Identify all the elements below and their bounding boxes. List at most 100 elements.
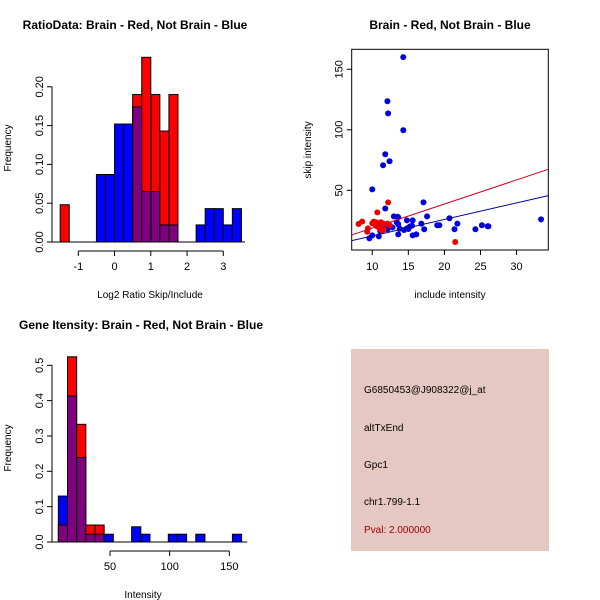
probe-id: G6850453@J908322@j_at (364, 385, 486, 396)
scatter-point-red (374, 209, 381, 216)
ratio-hist-bar-blue (213, 208, 224, 243)
scatter-point-blue (421, 226, 428, 233)
ratio-hist-bar-overlap (150, 191, 161, 243)
scatter-ylabel: skip intensity (303, 121, 314, 178)
ratio-hist-bar-blue (95, 173, 106, 243)
scatter-point-blue (451, 226, 458, 233)
ratio-hist-x-tick-label: 0 (111, 261, 117, 273)
ratio-hist-y-tick-label: 0.05 (34, 192, 46, 213)
intensity-hist-xlabel: Intensity (124, 590, 161, 600)
scatter-title: Brain - Red, Not Brain - Blue (369, 18, 531, 32)
intensity-hist-y-tick-label: 0.1 (34, 499, 46, 514)
intensity-hist-bar-blue (176, 533, 188, 543)
ratio-hist-bar-blue (195, 224, 206, 243)
ratio-hist-bar-overlap (141, 191, 152, 243)
regression-line-blue (351, 195, 549, 242)
ratio-hist-bar-red (168, 94, 179, 243)
scatter-point-blue (424, 213, 431, 220)
scatter-point-blue (454, 220, 461, 227)
intensity-hist-y-tick-label: 0.4 (34, 393, 46, 408)
location: chr1.799-1.1 (364, 497, 421, 508)
ratio-hist-title: RatioData: Brain - Red, Not Brain - Blue (23, 18, 248, 32)
scatter-x-tick-label: 25 (474, 261, 486, 273)
event-type: altTxEnd (364, 423, 404, 434)
intensity-hist-bar-blue (140, 533, 151, 543)
scatter-point-blue (380, 162, 387, 169)
intensity-hist-x-tick-label: 100 (160, 561, 178, 573)
intensity-hist-bar-blue (167, 533, 178, 543)
scatter-point-blue (382, 205, 389, 212)
intensity-hist-bar-overlap (85, 533, 96, 543)
ratio-hist-x-tick-label: 2 (184, 261, 190, 273)
intensity-hist-y-tick-label: 0.5 (34, 358, 46, 373)
intensity-hist-bar-blue (103, 533, 114, 543)
scatter-point-blue (478, 222, 485, 229)
intensity-hist-title: Gene Itensity: Brain - Red, Not Brain - … (19, 318, 263, 332)
scatter-point-blue (420, 199, 427, 206)
ratio-hist-bar-blue (104, 173, 116, 243)
scatter-point-red (359, 218, 366, 225)
intensity-hist-y-tick-label: 0.0 (34, 534, 46, 549)
scatter-point-blue (400, 127, 407, 134)
ratio-hist-bar-overlap (132, 106, 143, 243)
ratio-hist-y-tick-label: 0.10 (34, 154, 46, 175)
ratio-hist-bar-blue (222, 224, 233, 243)
ratio-hist-bar-overlap (159, 224, 170, 243)
intensity-hist-bar-overlap (67, 395, 78, 543)
ratio-hist-x-tick-label: 1 (148, 261, 154, 273)
intensity-hist-bar-blue (231, 533, 243, 543)
ratio-hist-bar-blue (123, 123, 134, 243)
intensity-hist-bar-blue (195, 533, 206, 543)
ratio-hist-bar-red (59, 204, 70, 243)
scatter-point-red (385, 199, 392, 206)
intensity-hist-x-tick-label: 50 (104, 561, 116, 573)
ratio-hist-ylabel: Frequency (3, 124, 14, 171)
ratio-hist-xlabel: Log2 Ratio Skip/Include (97, 290, 203, 301)
scatter-point-blue (485, 223, 492, 230)
intensity-hist-bar-overlap (57, 524, 69, 543)
intensity-hist-bar-blue (131, 526, 142, 543)
ratio-hist-y-tick-label: 0.00 (34, 231, 46, 252)
scatter-x-tick-label: 20 (438, 261, 450, 273)
scatter-point-blue (369, 186, 376, 193)
intensity-hist-ylabel: Frequency (3, 424, 14, 471)
pval: Pval: 2.000000 (364, 525, 431, 536)
intensity-hist-y-tick-label: 0.2 (34, 464, 46, 479)
scatter-point-blue (395, 231, 402, 238)
scatter-point-blue (409, 217, 416, 224)
scatter-y-tick-label: 50 (334, 184, 346, 196)
scatter-point-blue (385, 110, 392, 117)
intensity-hist-bar-overlap (94, 533, 105, 543)
ratio-hist-y-tick-label: 0.15 (34, 115, 46, 136)
scatter-point-blue (472, 226, 479, 233)
intensity-hist-x-tick-label: 150 (220, 561, 238, 573)
intensity-hist-bar-overlap (76, 457, 87, 543)
scatter-point-red (386, 222, 393, 229)
scatter-y-tick-label: 150 (334, 60, 346, 78)
scatter-point-blue (384, 98, 391, 105)
scatter-xlabel: include intensity (414, 290, 485, 301)
ratio-hist-y-tick-label: 0.20 (34, 76, 46, 97)
ratio-hist-bar-blue (204, 208, 215, 243)
intensity-hist-y-tick-label: 0.3 (34, 428, 46, 443)
scatter-x-tick-label: 15 (402, 261, 414, 273)
scatter-plot-box (351, 48, 549, 251)
gene-name: Gpc1 (364, 460, 388, 471)
ratio-hist-bar-blue (231, 208, 242, 243)
scatter-x-tick-label: 10 (366, 261, 378, 273)
scatter-point-blue (382, 151, 389, 158)
ratio-hist-x-tick-label: -1 (73, 261, 83, 273)
scatter-point-blue (436, 222, 443, 229)
ratio-hist-bar-blue (114, 123, 125, 243)
ratio-hist-bar-overlap (168, 224, 179, 243)
scatter-y-tick-label: 100 (334, 121, 346, 139)
ratio-hist-x-tick-label: 3 (220, 261, 226, 273)
scatter-point-blue (403, 217, 410, 224)
scatter-point-blue (386, 158, 393, 165)
scatter-x-tick-label: 30 (510, 261, 522, 273)
scatter-point-blue (538, 216, 545, 223)
regression-line-red (351, 168, 549, 236)
scatter-point-blue (413, 231, 420, 238)
scatter-point-blue (400, 54, 407, 61)
